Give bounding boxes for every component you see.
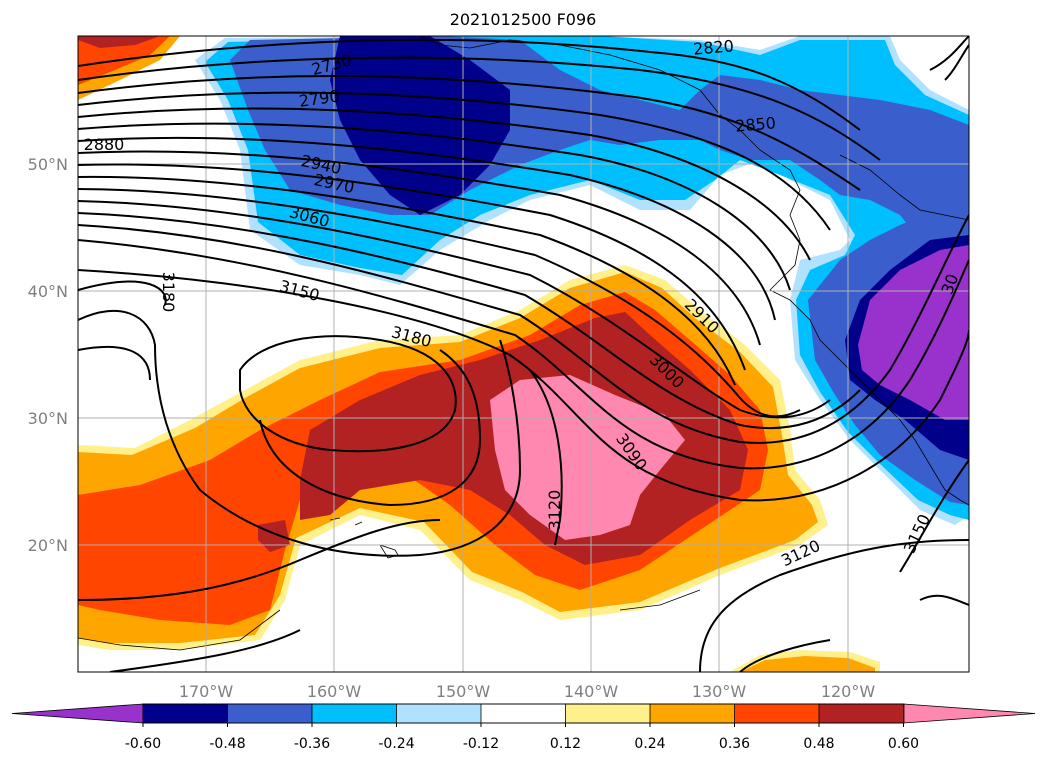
positive-anomaly-shading	[78, 36, 880, 672]
contour-label: 2850	[734, 113, 776, 135]
colorbar-segments	[11, 703, 1036, 724]
colorbar-segment	[227, 703, 313, 724]
colorbar-segment	[396, 703, 482, 724]
lon-label-160w: 160°W	[307, 682, 362, 701]
colorbar-ticks: -0.60 -0.48 -0.36 -0.24 -0.12 0.12 0.24 0.36 0.4…	[125, 723, 919, 752]
colorbar-tick-label: 0.60	[888, 736, 919, 752]
colorbar-tick-label: -0.36	[294, 736, 330, 752]
colorbar-segment	[11, 703, 144, 724]
colorbar-segment	[818, 703, 905, 724]
lat-label-50n: 50°N	[28, 155, 68, 174]
colorbar-segment	[142, 703, 229, 724]
colorbar-tick-label: 0.48	[803, 736, 834, 752]
latitude-labels: 50°N 40°N 30°N 20°N	[28, 155, 68, 555]
contour-label: 2820	[692, 36, 734, 58]
colorbar-segment	[903, 703, 1036, 724]
contour-label: 3120	[545, 490, 564, 531]
lon-label-170w: 170°W	[179, 682, 234, 701]
lon-label-150w: 150°W	[436, 682, 491, 701]
colorbar-segment	[311, 703, 398, 724]
lat-label-20n: 20°N	[28, 536, 68, 555]
longitude-labels: 170°W 160°W 150°W 140°W 130°W 120°W	[179, 682, 876, 701]
lat-label-40n: 40°N	[28, 282, 68, 301]
colorbar: -0.60 -0.48 -0.36 -0.24 -0.12 0.12 0.24 0.36 0.4…	[11, 703, 1036, 752]
map-area: 2820 2730 2790 2850 2880 2940 2970 3060 …	[78, 36, 969, 672]
height-contours	[78, 36, 969, 672]
colorbar-segment	[480, 703, 567, 724]
colorbar-segment	[565, 703, 651, 724]
colorbar-segment	[649, 703, 736, 724]
colorbar-tick-label: -0.60	[125, 736, 161, 752]
colorbar-tick-label: 0.24	[634, 736, 665, 752]
colorbar-segment	[734, 703, 820, 724]
colorbar-tick-label: -0.24	[378, 736, 414, 752]
colorbar-tick-label: -0.12	[463, 736, 499, 752]
colorbar-tick-label: 0.36	[719, 736, 750, 752]
lat-label-30n: 30°N	[28, 409, 68, 428]
contour-label: 3180	[159, 272, 178, 313]
colorbar-frame	[142, 703, 905, 724]
contour-label: 2880	[84, 135, 125, 154]
map-title: 2021012500 F096	[450, 10, 597, 29]
lon-label-140w: 140°W	[564, 682, 619, 701]
map-frame	[77, 35, 970, 673]
lon-label-130w: 130°W	[692, 682, 747, 701]
colorbar-tick-label: -0.48	[209, 736, 245, 752]
colorbar-tick-label: 0.12	[550, 736, 581, 752]
lon-label-120w: 120°W	[821, 682, 876, 701]
